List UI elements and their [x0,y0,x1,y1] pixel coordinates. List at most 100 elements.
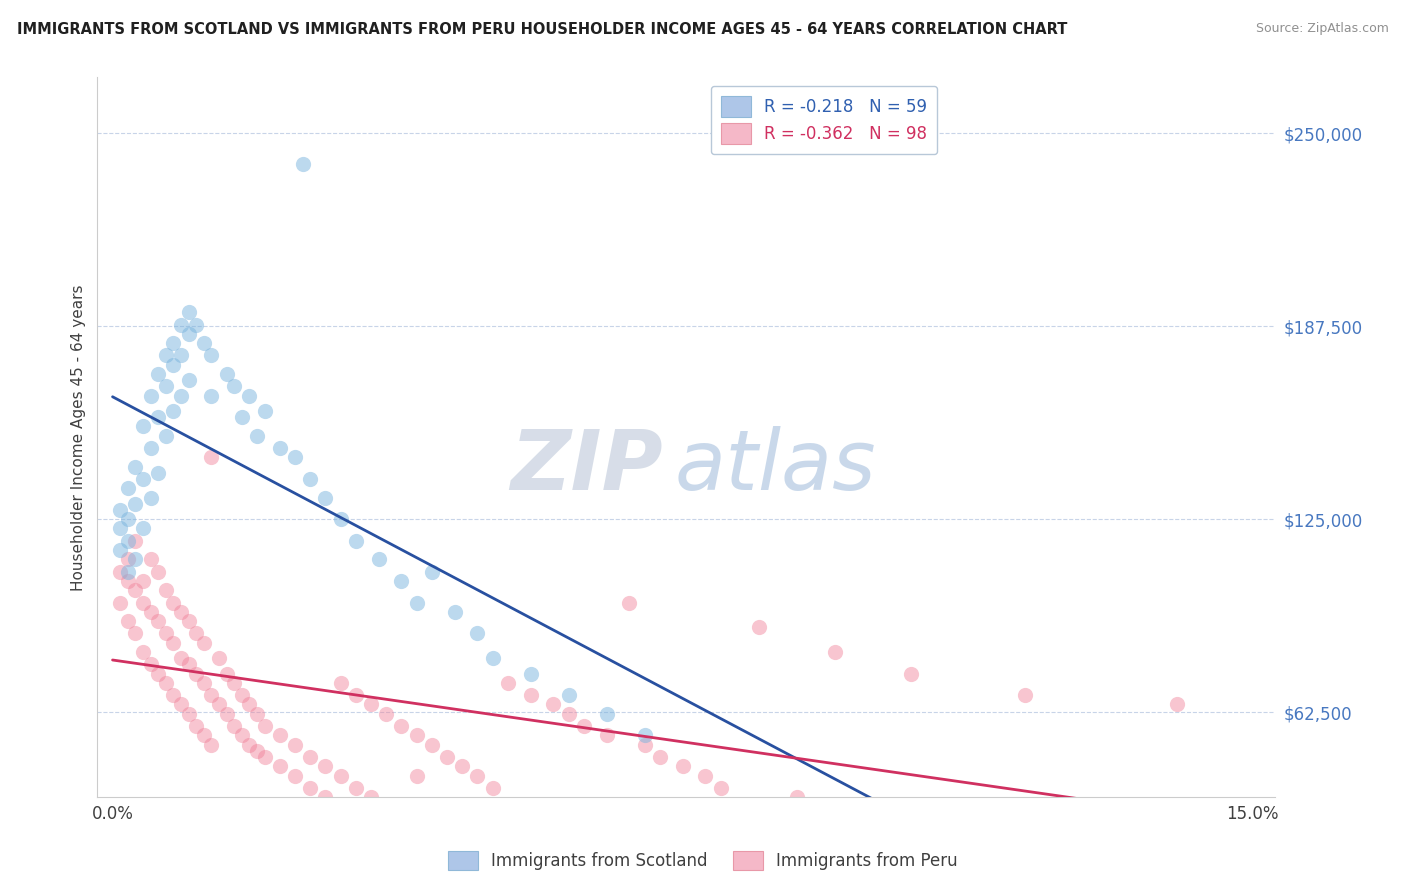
Point [671,759,693,773]
Point [238,698,260,712]
Point [572,719,595,733]
Point [208,698,231,712]
Point [177,326,200,341]
Point [747,620,769,634]
Point [124,552,146,566]
Point [1226,830,1249,845]
Point [177,706,200,721]
Point [193,336,215,351]
Point [146,410,169,425]
Point [208,651,231,665]
Point [132,419,155,434]
Point [200,388,222,402]
Point [162,596,184,610]
Point [246,429,269,443]
Point [375,706,398,721]
Point [238,388,260,402]
Point [481,780,503,795]
Point [695,768,717,782]
Point [389,719,412,733]
Point [231,728,253,742]
Point [224,719,246,733]
Point [193,636,215,650]
Point [186,719,208,733]
Point [132,574,155,588]
Point [215,666,238,681]
Point [253,750,276,764]
Point [124,497,146,511]
Point [824,645,846,659]
Point [132,472,155,486]
Point [405,728,427,742]
Point [360,698,382,712]
Point [155,348,177,362]
Point [557,688,579,702]
Point [146,565,169,579]
Point [314,491,336,505]
Legend: R = -0.218   N = 59, R = -0.362   N = 98: R = -0.218 N = 59, R = -0.362 N = 98 [711,86,938,154]
Point [200,450,222,465]
Point [619,596,641,610]
Point [117,614,139,628]
Point [1090,812,1112,826]
Point [162,688,184,702]
Point [595,728,617,742]
Point [177,305,200,319]
Point [231,688,253,702]
Point [543,698,565,712]
Point [451,759,474,773]
Point [132,645,155,659]
Point [170,348,193,362]
Point [108,503,131,517]
Point [420,738,443,752]
Point [139,491,162,505]
Point [314,759,336,773]
Point [146,666,169,681]
Y-axis label: Householder Income Ages 45 - 64 years: Householder Income Ages 45 - 64 years [72,284,86,591]
Point [299,750,322,764]
Point [344,688,367,702]
Point [108,521,131,535]
Point [132,521,155,535]
Point [108,543,131,558]
Point [186,318,208,332]
Legend: Immigrants from Scotland, Immigrants from Peru: Immigrants from Scotland, Immigrants fro… [441,844,965,877]
Point [405,768,427,782]
Point [224,676,246,690]
Point [155,583,177,598]
Point [117,574,139,588]
Point [132,596,155,610]
Point [367,552,389,566]
Point [200,348,222,362]
Point [1014,688,1036,702]
Point [938,805,960,820]
Point [200,738,222,752]
Point [709,780,731,795]
Point [193,728,215,742]
Point [284,738,307,752]
Point [253,719,276,733]
Point [648,750,671,764]
Point [465,626,488,640]
Point [633,738,655,752]
Point [443,605,465,619]
Point [170,698,193,712]
Point [900,666,922,681]
Point [155,429,177,443]
Point [139,657,162,672]
Point [108,596,131,610]
Text: atlas: atlas [675,425,876,507]
Point [124,459,146,474]
Point [162,336,184,351]
Point [146,367,169,381]
Text: Source: ZipAtlas.com: Source: ZipAtlas.com [1256,22,1389,36]
Point [177,373,200,387]
Point [329,768,352,782]
Point [162,404,184,418]
Point [1204,821,1226,835]
Point [117,552,139,566]
Point [124,626,146,640]
Point [246,706,269,721]
Text: IMMIGRANTS FROM SCOTLAND VS IMMIGRANTS FROM PERU HOUSEHOLDER INCOME AGES 45 - 64: IMMIGRANTS FROM SCOTLAND VS IMMIGRANTS F… [17,22,1067,37]
Point [139,441,162,455]
